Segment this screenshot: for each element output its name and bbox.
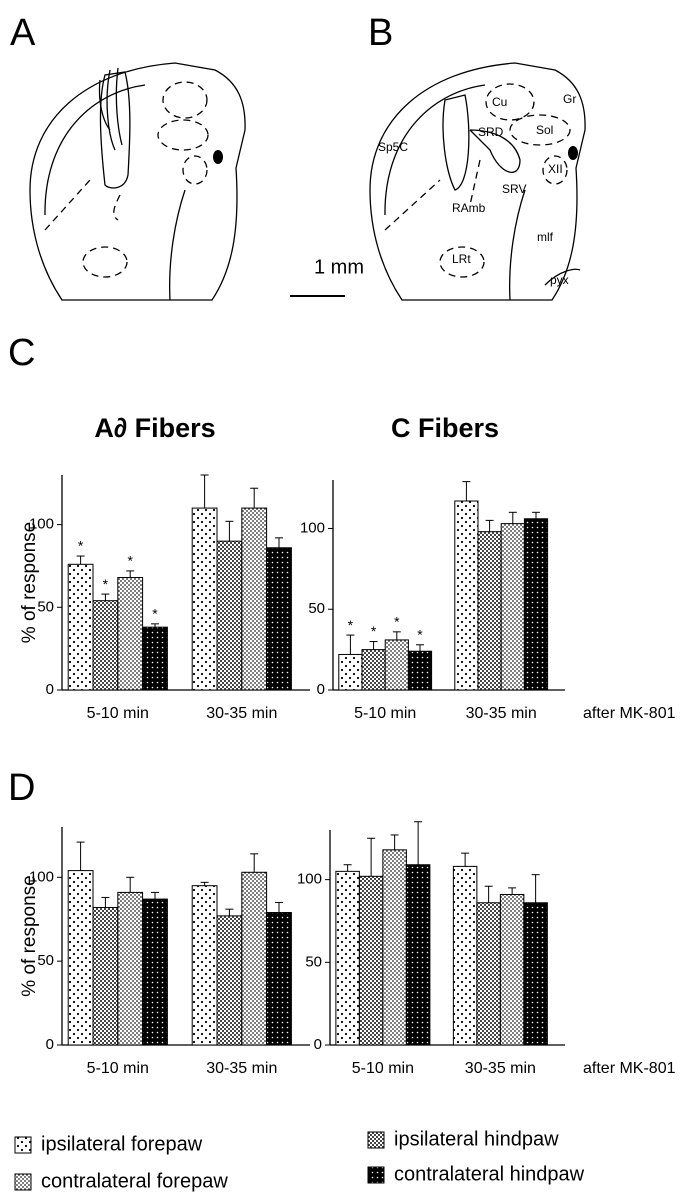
region-label: mlf bbox=[537, 230, 554, 244]
y-tick-label: 100 bbox=[297, 871, 322, 888]
bar bbox=[266, 547, 292, 691]
x-tick-label: 30-35 min bbox=[206, 1060, 277, 1077]
region-label: Sp5C bbox=[378, 140, 408, 154]
bar bbox=[241, 507, 268, 691]
bar bbox=[384, 639, 409, 691]
scale-bar-label: 1 mm bbox=[314, 256, 364, 278]
bar bbox=[452, 865, 478, 1046]
region-label: Gr bbox=[563, 92, 576, 106]
bar bbox=[117, 891, 144, 1046]
bar bbox=[358, 875, 384, 1046]
x-tick-label: 30-35 min bbox=[466, 705, 537, 722]
y-tick-label: 100 bbox=[29, 516, 54, 533]
y-axis-label: % of response bbox=[19, 875, 40, 996]
significance: * bbox=[417, 626, 423, 642]
x-note: after MK-801 bbox=[583, 1060, 676, 1077]
bar bbox=[477, 531, 502, 691]
significance: * bbox=[127, 553, 133, 569]
bar bbox=[523, 518, 549, 691]
y-tick-label: 50 bbox=[305, 953, 322, 970]
panel-label: C bbox=[8, 332, 35, 374]
bar bbox=[216, 540, 243, 691]
diagram-a bbox=[29, 62, 246, 301]
bar bbox=[361, 649, 386, 691]
y-tick-label: 50 bbox=[308, 600, 325, 617]
legend-label: ipsilateral hindpaw bbox=[394, 1128, 559, 1150]
region-label: SRV bbox=[502, 182, 526, 196]
bar bbox=[338, 653, 363, 691]
region-label: Sol bbox=[536, 123, 553, 137]
x-tick-label: 5-10 min bbox=[87, 705, 149, 722]
region-label: Cu bbox=[492, 95, 507, 109]
significance: * bbox=[152, 606, 158, 622]
bar bbox=[241, 871, 268, 1046]
legend-label: contralateral hindpaw bbox=[394, 1163, 585, 1185]
bar bbox=[67, 563, 94, 691]
legend-label: ipsilateral forepaw bbox=[41, 1133, 203, 1155]
y-tick-label: 0 bbox=[46, 1036, 54, 1053]
y-axis-label: % of response bbox=[19, 522, 40, 643]
bar bbox=[142, 898, 168, 1046]
bar bbox=[476, 902, 501, 1046]
bar bbox=[335, 870, 360, 1046]
significance: * bbox=[78, 538, 84, 554]
region-label: RAmb bbox=[452, 201, 486, 215]
significance: * bbox=[348, 617, 354, 633]
legend-swatch bbox=[367, 1166, 385, 1184]
x-tick-label: 5-10 min bbox=[354, 705, 416, 722]
bar bbox=[216, 915, 243, 1046]
y-tick-label: 100 bbox=[300, 519, 325, 536]
y-tick-label: 0 bbox=[46, 681, 54, 698]
bar bbox=[500, 523, 525, 691]
bar bbox=[405, 864, 431, 1046]
bar bbox=[92, 906, 119, 1046]
bar bbox=[191, 507, 218, 691]
bar bbox=[142, 626, 168, 691]
chart-title: C Fibers bbox=[391, 413, 499, 443]
bar bbox=[191, 885, 218, 1046]
region-label: SRD bbox=[478, 125, 504, 139]
legend-swatch bbox=[14, 1173, 32, 1191]
y-tick-label: 50 bbox=[37, 952, 54, 969]
x-tick-label: 5-10 min bbox=[352, 1060, 414, 1077]
significance: * bbox=[394, 614, 400, 630]
significance: * bbox=[371, 623, 377, 639]
bar bbox=[523, 902, 548, 1046]
x-note: after MK-801 bbox=[583, 705, 676, 722]
x-tick-label: 30-35 min bbox=[465, 1060, 536, 1077]
legend-label: contralateral forepaw bbox=[41, 1170, 228, 1192]
x-tick-label: 30-35 min bbox=[206, 705, 277, 722]
bar bbox=[382, 849, 407, 1046]
diagram-b bbox=[369, 62, 586, 301]
y-tick-label: 100 bbox=[29, 868, 54, 885]
bar bbox=[117, 577, 144, 691]
bar bbox=[407, 650, 433, 691]
panel-label: B bbox=[368, 12, 393, 54]
legend-swatch bbox=[367, 1131, 385, 1149]
significance: * bbox=[103, 576, 109, 592]
bar bbox=[67, 870, 94, 1046]
region-label: XII bbox=[548, 162, 563, 176]
y-tick-label: 0 bbox=[317, 681, 325, 698]
legend-swatch bbox=[14, 1136, 32, 1154]
panel-label: A bbox=[10, 12, 36, 54]
y-tick-label: 0 bbox=[314, 1036, 322, 1053]
bar bbox=[266, 912, 292, 1046]
bar bbox=[92, 600, 119, 691]
region-label: LRt bbox=[452, 252, 471, 266]
chart-title: A∂ Fibers bbox=[94, 413, 215, 443]
x-tick-label: 5-10 min bbox=[87, 1060, 149, 1077]
panel-label: D bbox=[8, 767, 35, 809]
bar bbox=[454, 500, 479, 691]
bar bbox=[499, 894, 525, 1046]
y-tick-label: 50 bbox=[37, 598, 54, 615]
region-label: pyx bbox=[550, 273, 569, 287]
